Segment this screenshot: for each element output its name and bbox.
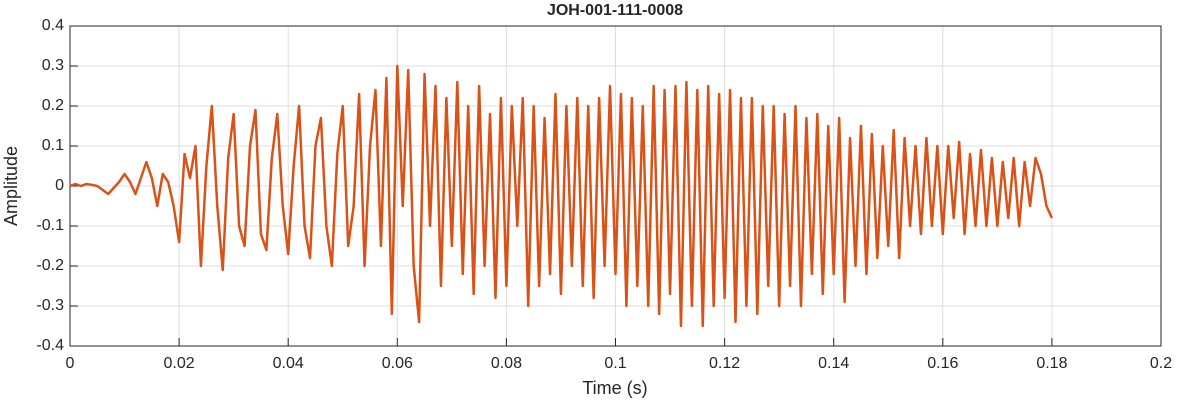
y-tick-label: -0.3 <box>36 297 64 314</box>
x-tick-label: 0 <box>66 355 75 372</box>
waveform-line <box>69 64 1054 328</box>
y-tick-label: 0.4 <box>42 17 64 34</box>
x-tick-label: 0.02 <box>164 355 195 372</box>
y-tick-label: -0.1 <box>36 217 64 234</box>
y-tick-label: -0.2 <box>36 257 64 274</box>
x-tick-label: 0.2 <box>1150 355 1172 372</box>
y-axis-label: Amplitude <box>1 146 21 226</box>
y-tick-label: 0.2 <box>42 97 64 114</box>
x-tick-label: 0.14 <box>818 355 849 372</box>
x-tick-label: 0.1 <box>604 355 626 372</box>
x-tick-label: 0.12 <box>709 355 740 372</box>
y-tick-label: 0.3 <box>42 57 64 74</box>
x-tick-label: 0.04 <box>273 355 304 372</box>
chart-title: JOH-001-111-0008 <box>547 2 683 19</box>
x-axis-label: Time (s) <box>582 378 647 398</box>
y-tick-label: -0.4 <box>36 337 64 354</box>
y-tick-label: 0.1 <box>42 137 64 154</box>
y-tick-label: 0 <box>55 177 64 194</box>
x-tick-label: 0.18 <box>1036 355 1067 372</box>
x-tick-label: 0.16 <box>927 355 958 372</box>
x-tick-label: 0.08 <box>491 355 522 372</box>
x-tick-label: 0.06 <box>382 355 413 372</box>
